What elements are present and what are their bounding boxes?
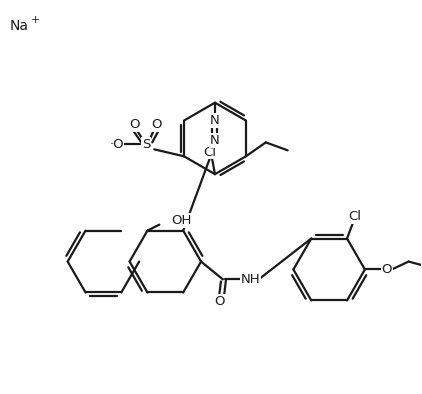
Text: OH: OH — [171, 214, 192, 227]
Text: O: O — [381, 263, 392, 276]
Text: O: O — [151, 118, 162, 131]
Text: +: + — [31, 15, 41, 25]
Text: N: N — [210, 134, 220, 147]
Text: Cl: Cl — [349, 210, 362, 223]
Text: O: O — [215, 295, 225, 308]
Text: NH: NH — [241, 273, 260, 286]
Text: N: N — [210, 114, 220, 127]
Text: Cl: Cl — [203, 146, 216, 159]
Text: Na: Na — [9, 19, 28, 33]
Text: ·O: ·O — [109, 138, 124, 151]
Text: O: O — [129, 118, 140, 131]
Text: S: S — [142, 138, 151, 151]
